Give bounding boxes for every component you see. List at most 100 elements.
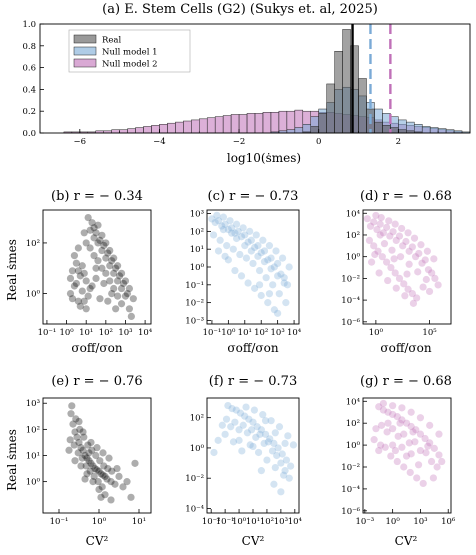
- scatter-point: [422, 275, 430, 284]
- x-tick-label: 10⁻¹: [203, 328, 222, 338]
- scatter-point: [283, 281, 292, 289]
- scatter-point: [380, 240, 389, 248]
- scatter-point: [72, 415, 80, 423]
- scatter-point: [236, 250, 244, 259]
- scatter-point: [222, 415, 231, 423]
- scatter-point: [248, 426, 256, 434]
- scatter-point: [101, 491, 109, 499]
- scatter-point: [275, 290, 283, 298]
- scatter-point: [376, 231, 384, 239]
- scatter-point: [237, 272, 246, 280]
- scatter-point: [86, 467, 94, 475]
- scatter-point: [90, 472, 98, 481]
- scatter-point: [416, 430, 425, 438]
- scatter-point: [365, 236, 374, 244]
- scatter-point: [226, 217, 234, 225]
- scatter-point: [131, 459, 139, 467]
- scatter-point: [379, 399, 387, 408]
- scatter-point: [422, 449, 430, 457]
- histogram-bar: [262, 112, 272, 134]
- scatter-point: [83, 454, 91, 462]
- scatter-point: [231, 418, 239, 426]
- scatter-point: [389, 425, 397, 433]
- y-tick-label: 10²: [26, 239, 40, 249]
- scatter-point: [426, 439, 434, 447]
- scatter-point: [101, 472, 109, 481]
- scatter-point: [88, 219, 96, 227]
- histogram-bar: [421, 126, 431, 134]
- scatter-point: [273, 451, 281, 460]
- y-tick-label: 10⁻²: [341, 274, 360, 284]
- histogram-bar: [310, 126, 319, 134]
- scatter-point: [77, 444, 85, 452]
- scatter-point: [388, 246, 396, 254]
- y-tick-label: 10⁻⁶: [341, 507, 360, 517]
- y-tick-label: 10⁻²: [185, 299, 204, 309]
- scatter-point: [92, 229, 100, 237]
- scatter-point: [266, 435, 274, 443]
- histogram-bar: [230, 114, 240, 134]
- scatter-point: [94, 257, 102, 265]
- x-tick-label: 10²: [254, 328, 268, 338]
- scatter-point: [272, 247, 280, 255]
- scatter-point: [76, 425, 84, 433]
- scatter-point: [261, 417, 270, 425]
- scatter-point: [245, 415, 253, 423]
- x-tick-label: 10¹: [79, 328, 93, 338]
- y-tick-label: 10⁻¹: [185, 281, 204, 291]
- x-tick-label: 10⁴: [138, 328, 153, 338]
- scatter-point: [391, 269, 399, 277]
- scatter-point: [82, 462, 90, 470]
- scatter-point: [396, 253, 405, 261]
- panel-d-title: (d) r = − 0.68: [360, 189, 452, 204]
- scatter-point: [83, 470, 91, 478]
- scatter-point: [387, 263, 395, 272]
- y-tick-label: 10⁰: [346, 441, 361, 451]
- histogram-bar: [222, 115, 232, 134]
- scatter-point: [371, 250, 379, 259]
- scatter-point: [257, 467, 265, 475]
- x-tick-label: −6: [74, 137, 87, 147]
- scatter-point: [255, 266, 264, 275]
- x-tick-label: 2: [396, 137, 401, 147]
- scatter-point: [73, 433, 81, 441]
- scatter-point: [221, 430, 229, 438]
- scatter-point: [236, 409, 245, 417]
- y-tick-label: 10⁰: [190, 263, 205, 273]
- scatter-point: [254, 448, 263, 457]
- scatter-point: [378, 253, 386, 261]
- scatter-point: [90, 234, 98, 242]
- scatter-point: [96, 295, 104, 303]
- y-tick-label: 10⁻⁴: [341, 296, 360, 306]
- scatter-point: [75, 417, 83, 426]
- scatter-point: [125, 284, 133, 293]
- scatter-point: [228, 229, 236, 237]
- axes-frame: [42, 209, 152, 325]
- scatter-point: [66, 274, 75, 282]
- scatter-point: [234, 227, 242, 235]
- scatter-point: [404, 229, 412, 237]
- scatter-point: [235, 436, 243, 444]
- scatter-point: [98, 483, 106, 491]
- panel-a-xlabel: log10(ṡmes): [227, 151, 301, 165]
- scatter-point: [106, 277, 114, 285]
- scatter-point: [104, 297, 112, 305]
- scatter-point: [79, 446, 87, 454]
- x-tick-label: 0: [316, 137, 321, 147]
- scatter-point: [121, 292, 130, 300]
- scatter-point: [406, 468, 414, 477]
- scatter-point: [246, 227, 254, 235]
- histogram-bar: [342, 29, 351, 134]
- y-tick-label: 10²: [346, 419, 360, 429]
- scatter-point: [398, 416, 406, 424]
- scatter-point: [434, 281, 442, 289]
- scatter-point: [229, 438, 238, 446]
- y-tick-label: 0.0: [22, 129, 36, 139]
- scatter-point: [367, 258, 376, 266]
- scatter-point: [94, 221, 102, 229]
- x-tick-label: 10⁰: [386, 517, 401, 527]
- scatter-point: [271, 464, 279, 472]
- scatter-point: [251, 284, 259, 292]
